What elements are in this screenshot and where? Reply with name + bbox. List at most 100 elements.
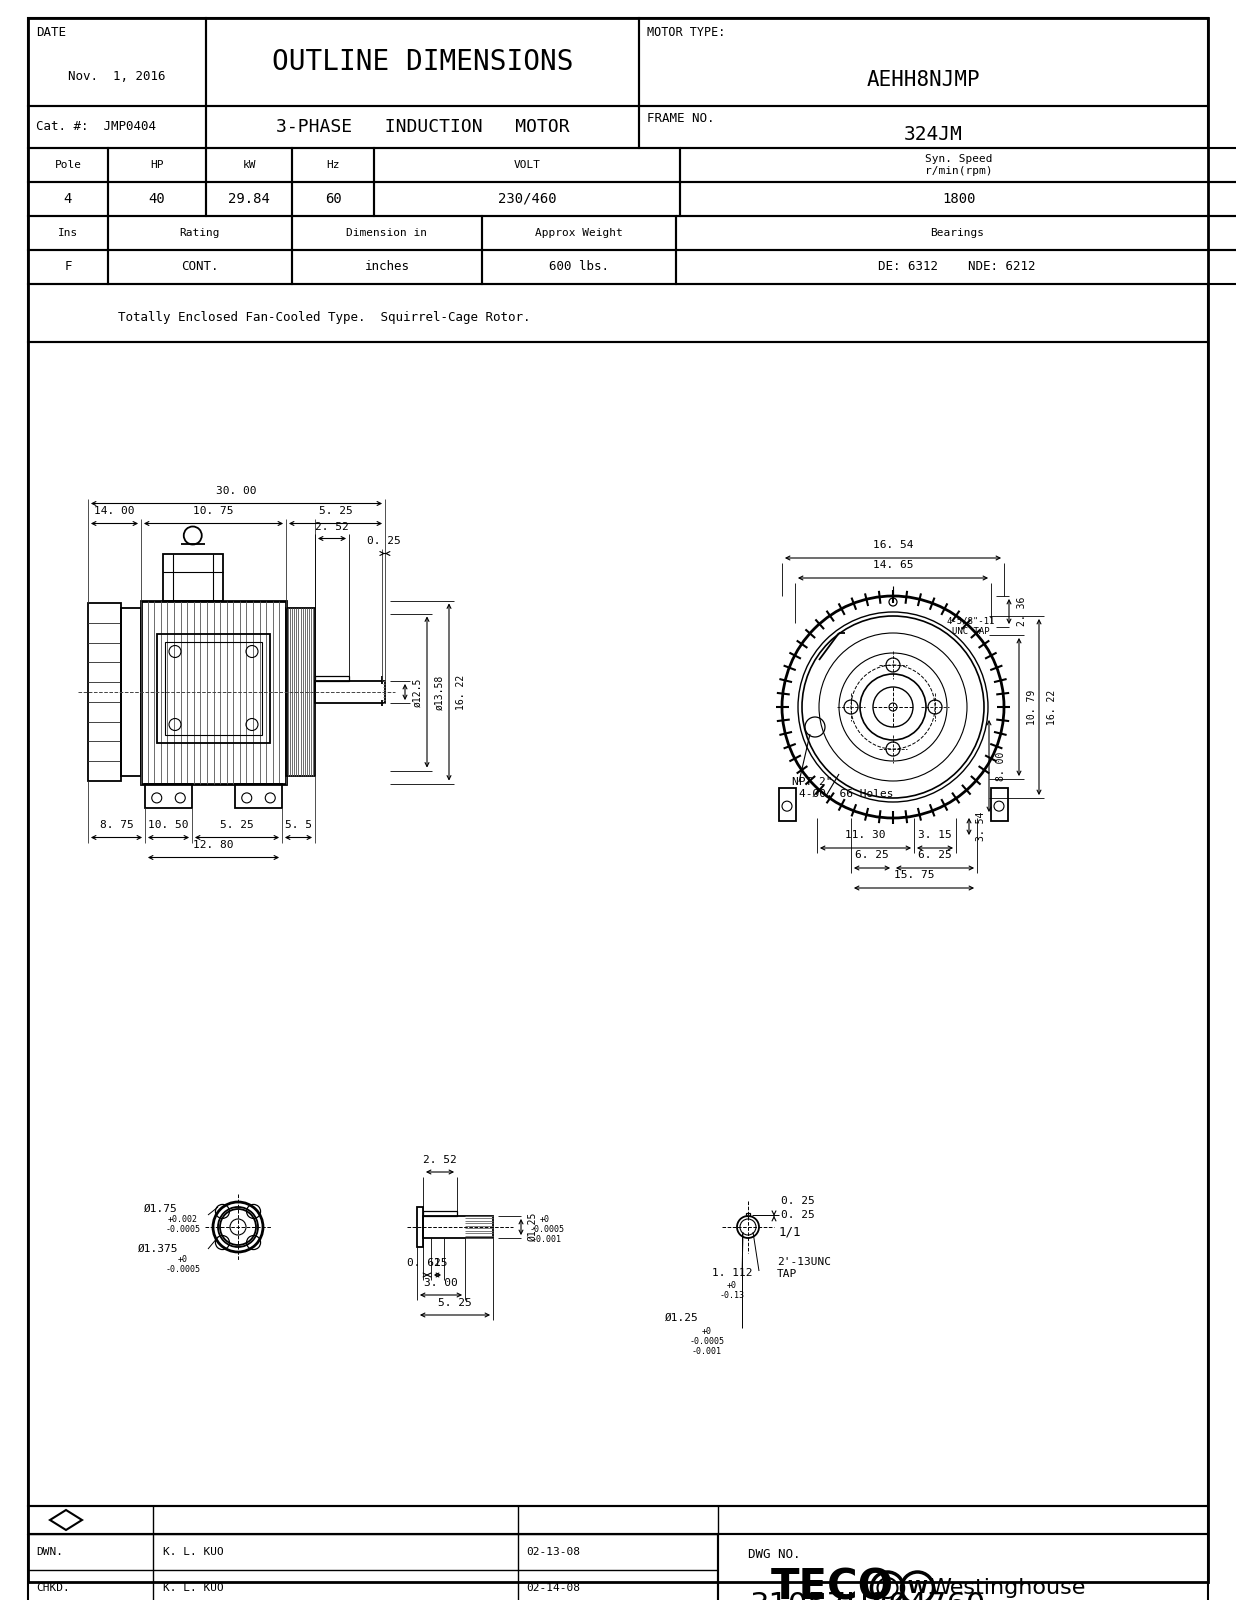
- Bar: [676, 216, 1236, 250]
- Text: Rating: Rating: [179, 227, 220, 238]
- Text: +0: +0: [702, 1326, 712, 1336]
- Text: 3. 15: 3. 15: [918, 830, 952, 840]
- Text: 8. 00: 8. 00: [996, 752, 1006, 781]
- Text: K. L. KUO: K. L. KUO: [163, 1582, 224, 1594]
- Text: AEHH8NJMP: AEHH8NJMP: [866, 70, 980, 90]
- Text: Cat. #:  JMP0404: Cat. #: JMP0404: [36, 120, 156, 133]
- Text: Westinghouse: Westinghouse: [929, 1578, 1085, 1598]
- Text: 10. 75: 10. 75: [193, 506, 234, 515]
- Bar: [235, 784, 282, 808]
- Text: Nov.  1, 2016: Nov. 1, 2016: [68, 69, 166, 83]
- Text: 14. 00: 14. 00: [94, 506, 135, 515]
- Bar: [990, 787, 1007, 821]
- Text: Bearings: Bearings: [929, 227, 984, 238]
- Bar: [423, 1216, 493, 1238]
- Text: Ø1.375: Ø1.375: [137, 1245, 178, 1254]
- Text: TECO: TECO: [771, 1566, 894, 1600]
- Bar: [482, 216, 676, 250]
- Text: -0.0005: -0.0005: [690, 1336, 724, 1346]
- Text: 2'-13UNC
TAP: 2'-13UNC TAP: [777, 1258, 831, 1278]
- Text: HP: HP: [151, 160, 163, 170]
- Text: 1: 1: [434, 1258, 441, 1267]
- Bar: [28, 182, 108, 216]
- Text: 14. 65: 14. 65: [873, 560, 913, 570]
- Bar: [28, 18, 206, 106]
- Text: CONT.: CONT.: [182, 261, 219, 274]
- Bar: [28, 1506, 1208, 1534]
- Text: +0: +0: [540, 1214, 550, 1224]
- Text: 30. 00: 30. 00: [216, 485, 257, 496]
- Text: 0. 25: 0. 25: [781, 1197, 815, 1206]
- Text: 10. 79: 10. 79: [1027, 690, 1037, 725]
- Bar: [28, 106, 206, 149]
- Text: 16. 22: 16. 22: [456, 674, 466, 710]
- Text: -0.001: -0.001: [531, 1235, 562, 1243]
- Bar: [423, 1211, 457, 1216]
- Bar: [108, 216, 292, 250]
- Text: 1800: 1800: [942, 192, 975, 206]
- Text: ø13.58: ø13.58: [434, 674, 444, 710]
- Text: 4-Ø0. 66 Holes: 4-Ø0. 66 Holes: [798, 789, 894, 798]
- Bar: [747, 1213, 750, 1216]
- Text: OUTLINE DIMENSIONS: OUTLINE DIMENSIONS: [272, 48, 574, 75]
- Bar: [28, 149, 108, 182]
- Bar: [315, 682, 384, 702]
- Bar: [163, 554, 222, 600]
- Bar: [639, 18, 1208, 106]
- Text: 5. 25: 5. 25: [438, 1298, 472, 1309]
- Text: 16. 54: 16. 54: [873, 541, 913, 550]
- Text: CHKD.: CHKD.: [36, 1582, 69, 1594]
- Bar: [680, 149, 1236, 182]
- Text: 0. 625: 0. 625: [407, 1258, 447, 1267]
- Text: F: F: [64, 261, 72, 274]
- Bar: [375, 149, 680, 182]
- Bar: [108, 149, 206, 182]
- Text: Pole: Pole: [54, 160, 82, 170]
- Text: 15. 75: 15. 75: [894, 870, 934, 880]
- Text: 29.84: 29.84: [229, 192, 269, 206]
- Text: 230/460: 230/460: [498, 192, 556, 206]
- Bar: [286, 608, 315, 776]
- Text: -0.0005: -0.0005: [529, 1224, 565, 1234]
- Text: kW: kW: [242, 160, 256, 170]
- Bar: [292, 250, 482, 285]
- Text: 1. 112: 1. 112: [712, 1267, 753, 1278]
- Text: Syn. Speed
r/min(rpm): Syn. Speed r/min(rpm): [926, 154, 993, 176]
- Text: 5. 5: 5. 5: [286, 821, 311, 830]
- Bar: [482, 250, 676, 285]
- Bar: [639, 106, 1208, 149]
- Text: ø12.5: ø12.5: [412, 677, 421, 707]
- Bar: [28, 250, 108, 285]
- Text: Totally Enclosed Fan-Cooled Type.  Squirrel-Cage Rotor.: Totally Enclosed Fan-Cooled Type. Squirr…: [117, 310, 530, 323]
- Text: -0.0005: -0.0005: [166, 1224, 200, 1234]
- Bar: [680, 182, 1236, 216]
- Bar: [157, 634, 269, 742]
- Text: 6. 25: 6. 25: [855, 850, 889, 861]
- Text: MOTOR TYPE:: MOTOR TYPE:: [646, 26, 726, 38]
- Bar: [108, 250, 292, 285]
- Text: 8. 75: 8. 75: [100, 821, 133, 830]
- Text: 4-5/8"-11
UNC TAP: 4-5/8"-11 UNC TAP: [947, 616, 995, 635]
- Text: 12. 80: 12. 80: [193, 840, 234, 851]
- Text: +0.002: +0.002: [168, 1214, 198, 1224]
- Text: inches: inches: [365, 261, 409, 274]
- Bar: [417, 1206, 423, 1246]
- Bar: [121, 608, 141, 776]
- Text: Ø1.75: Ø1.75: [145, 1203, 178, 1214]
- Text: 16. 22: 16. 22: [1047, 690, 1057, 725]
- Bar: [315, 675, 349, 682]
- Bar: [292, 216, 482, 250]
- Bar: [141, 600, 286, 784]
- Bar: [88, 603, 121, 781]
- Bar: [718, 1534, 1208, 1600]
- Text: 1/1: 1/1: [779, 1226, 801, 1238]
- Bar: [28, 1534, 718, 1600]
- Text: 324JM: 324JM: [904, 125, 963, 144]
- Bar: [28, 285, 1208, 342]
- Text: 11. 30: 11. 30: [845, 830, 886, 840]
- Text: Ø1.25: Ø1.25: [665, 1314, 698, 1323]
- Bar: [206, 182, 292, 216]
- Text: VOLT: VOLT: [513, 160, 540, 170]
- Text: +0: +0: [178, 1254, 188, 1264]
- Bar: [145, 784, 192, 808]
